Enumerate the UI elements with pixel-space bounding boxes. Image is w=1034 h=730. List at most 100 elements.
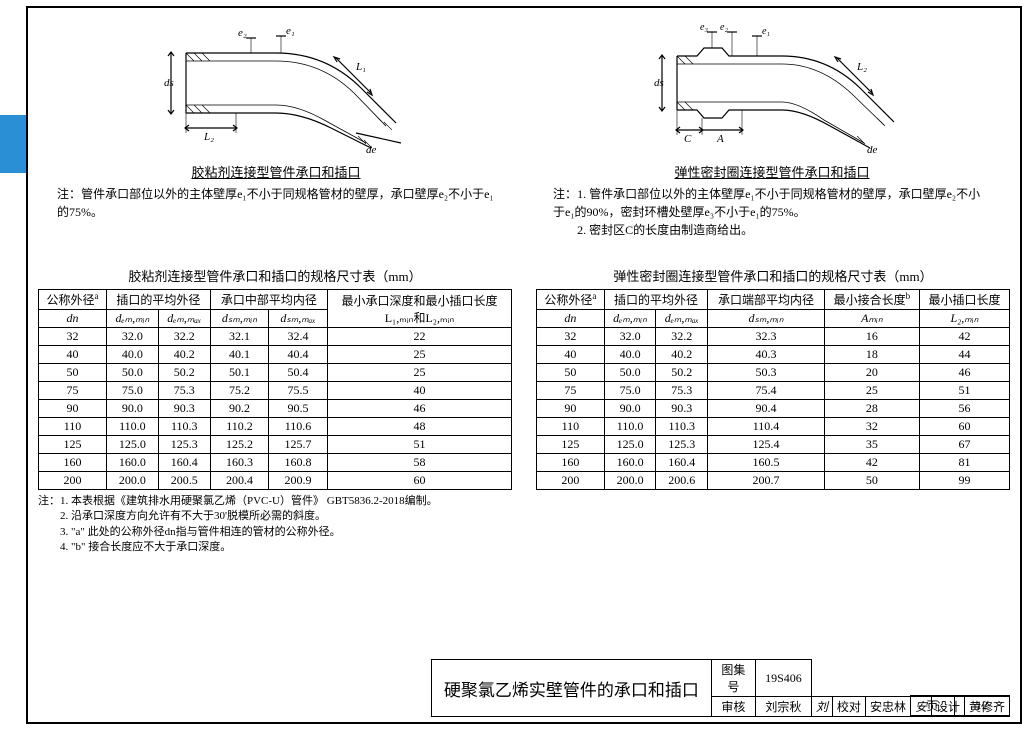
h-demmin: dₑₘ,ₘᵢₙ (107, 310, 159, 328)
tb-sig1: 刘 (811, 697, 832, 717)
h-dsmmax: dₛₘ,ₘₐₓ (269, 310, 328, 328)
cell: 42 (919, 328, 1009, 346)
h-dsm: 承口中部平均内径 (210, 290, 327, 310)
cell: 25 (327, 346, 511, 364)
left-note-text: 管件承口部位以外的主体壁厚e₁不小于同规格管材的壁厚，承口壁厚e₂不小于e₁的7… (57, 187, 494, 219)
tb-proof-lbl: 校对 (832, 697, 865, 717)
cell: 160 (537, 454, 605, 472)
lbl-A: A (716, 133, 724, 145)
cell: 125.7 (269, 436, 328, 454)
right-notes: 注：1. 管件承口部位以外的主体壁厚e₁不小于同规格管材的壁厚，承口壁厚e₂不小… (553, 185, 991, 239)
fn4: 4. "b" 接合长度应不大于承口深度。 (38, 540, 512, 555)
lbl-e2: e₂ (238, 27, 247, 39)
cell: 200.0 (604, 472, 656, 490)
cell: 16 (824, 328, 919, 346)
rh-dn-b: dn (537, 310, 605, 328)
h-dsmmin: dₛₘ,ₘᵢₙ (210, 310, 268, 328)
cell: 110.2 (210, 418, 268, 436)
cell: 75.3 (656, 382, 708, 400)
table-row: 200200.0200.5200.4200.960 (39, 472, 512, 490)
cell: 32.2 (158, 328, 210, 346)
tb-atlas-lbl: 图集号 (711, 660, 755, 697)
cell: 32.1 (210, 328, 268, 346)
cell: 125.2 (210, 436, 268, 454)
tb-atlas-val: 19S406 (755, 660, 811, 697)
table-row: 7575.075.375.42551 (537, 382, 1010, 400)
h-dn-sup: a (95, 291, 99, 301)
cell: 90 (537, 400, 605, 418)
cell: 28 (824, 400, 919, 418)
cell: 32 (537, 328, 605, 346)
cell: 110.0 (107, 418, 159, 436)
cell: 25 (327, 364, 511, 382)
page-frame: ds L₂ e₂ e₁ L₁ de 胶粘剂连接型管件承口和插口 注：管件承口部位… (26, 6, 1022, 724)
cell: 160.3 (210, 454, 268, 472)
cell: 90.0 (604, 400, 656, 418)
cell: 32.4 (269, 328, 328, 346)
cell: 125.3 (158, 436, 210, 454)
cell: 50.0 (604, 364, 656, 382)
cell: 32.3 (708, 328, 825, 346)
side-blue-bar (0, 115, 26, 173)
right-elbow-diagram: ds C A e₃ e₂ e₁ L₂ de (622, 18, 922, 158)
cell: 75.0 (604, 382, 656, 400)
cell: 44 (919, 346, 1009, 364)
tb-main: 硬聚氯乙烯实壁管件的承口和插口 (431, 660, 711, 717)
rh-A-sup: b (906, 291, 911, 301)
cell: 58 (327, 454, 511, 472)
cell: 25 (824, 382, 919, 400)
cell: 125 (537, 436, 605, 454)
table-row: 125125.0125.3125.2125.751 (39, 436, 512, 454)
cell: 32.2 (656, 328, 708, 346)
cell: 51 (327, 436, 511, 454)
h-dn-b: dn (39, 310, 107, 328)
tables-row: 胶粘剂连接型管件承口和插口的规格尺寸表（mm） 公称外径a 插口的平均外径 承口… (38, 260, 1010, 556)
h-demmax: dₑₘ,ₘₐₓ (158, 310, 210, 328)
lbl-e1: e₁ (286, 25, 295, 37)
tb-check-val: 刘宗秋 (755, 697, 811, 717)
cell: 56 (919, 400, 1009, 418)
lbl-L2: L₂ (203, 131, 214, 143)
cell: 40.0 (107, 346, 159, 364)
cell: 75.5 (269, 382, 328, 400)
table-row: 110110.0110.3110.43260 (537, 418, 1010, 436)
cell: 50 (824, 472, 919, 490)
cell: 125.3 (656, 436, 708, 454)
table-row: 3232.032.232.31642 (537, 328, 1010, 346)
lbl-C: C (684, 133, 692, 145)
cell: 125.4 (708, 436, 825, 454)
lbl-e1-r: e₁ (762, 26, 770, 37)
cell: 99 (919, 472, 1009, 490)
cell: 90.3 (656, 400, 708, 418)
cell: 160.5 (708, 454, 825, 472)
rh-L2min: L₂,ₘᵢₙ (919, 310, 1009, 328)
right-table: 公称外径a 插口的平均外径 承口端部平均内径 最小接合长度b 最小插口长度 dn… (536, 289, 1010, 490)
lbl-ds: ds (164, 77, 174, 89)
cell: 200.9 (269, 472, 328, 490)
cell: 75.2 (210, 382, 268, 400)
cell: 40.0 (604, 346, 656, 364)
cell: 81 (919, 454, 1009, 472)
table-row: 200200.0200.6200.75099 (537, 472, 1010, 490)
cell: 200.5 (158, 472, 210, 490)
cell: 160.4 (158, 454, 210, 472)
right-diagram-title: 弹性密封圈连接型管件承口和插口 (674, 162, 869, 181)
cell: 20 (824, 364, 919, 382)
fn2: 2. 沿承口深度方向允许有不大于30'脱模所必需的斜度。 (38, 509, 512, 524)
cell: 160 (39, 454, 107, 472)
cell: 200.7 (708, 472, 825, 490)
right-table-title: 弹性密封圈连接型管件承口和插口的规格尺寸表（mm） (536, 266, 1010, 285)
cell: 40.4 (269, 346, 328, 364)
cell: 50 (39, 364, 107, 382)
rh-demmin: dₑₘ,ₘᵢₙ (604, 310, 656, 328)
tb-proof-val: 安忠林 (865, 697, 910, 717)
cell: 50.0 (107, 364, 159, 382)
cell: 51 (919, 382, 1009, 400)
rh-dn-sup: a (592, 291, 596, 301)
cell: 40 (39, 346, 107, 364)
rh-dn-a: 公称外径 (544, 293, 592, 307)
cell: 22 (327, 328, 511, 346)
cell: 46 (919, 364, 1009, 382)
h-L-a: 最小承口深度和最小插口长度 (341, 294, 497, 308)
cell: 110.6 (269, 418, 328, 436)
